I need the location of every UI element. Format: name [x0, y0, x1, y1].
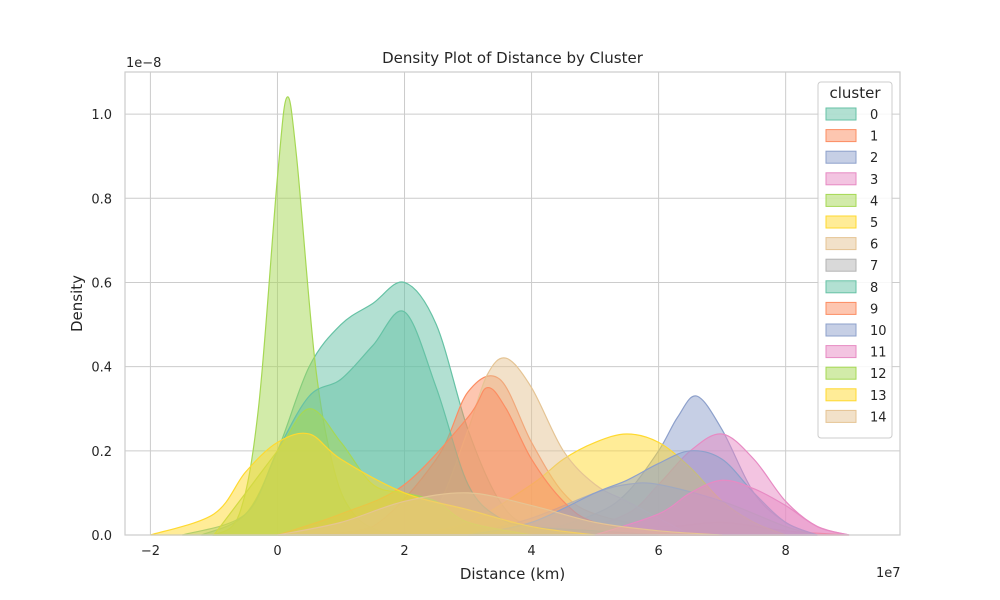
legend-item-cluster-7: 7: [825, 258, 878, 274]
legend-swatch: [825, 107, 857, 121]
legend-item-cluster-0: 0: [825, 107, 878, 123]
y-offset-label: 1e−8: [126, 56, 161, 71]
legend-label: 9: [870, 302, 878, 317]
legend-swatch: [825, 129, 857, 143]
y-tick-label: 0.8: [91, 192, 112, 207]
legend-title: cluster: [829, 84, 881, 102]
x-tick-label: 2: [400, 544, 408, 559]
x-tick-label: 8: [782, 544, 790, 559]
legend-item-cluster-2: 2: [825, 150, 878, 166]
density-series: [150, 96, 850, 536]
legend-swatch: [825, 215, 857, 229]
legend-swatch: [825, 388, 857, 402]
legend-item-cluster-10: 10: [825, 323, 887, 339]
x-tick-labels: −2 0 2 4 6 8: [141, 544, 790, 559]
legend-item-cluster-11: 11: [825, 345, 887, 361]
legend-swatch: [825, 323, 857, 337]
y-tick-label: 0.6: [91, 276, 112, 291]
y-tick-label: 0.4: [91, 361, 112, 376]
legend-label: 5: [870, 216, 878, 231]
legend-item-cluster-1: 1: [825, 129, 878, 145]
legend-label: 7: [870, 259, 878, 274]
legend-label: 12: [870, 367, 887, 382]
x-offset-label: 1e7: [876, 566, 901, 581]
y-tick-label: 0.2: [91, 445, 112, 460]
legend-label: 2: [870, 151, 878, 166]
legend-label: 1: [870, 130, 878, 145]
density-area-cluster-14: [277, 492, 723, 536]
legend-label: 6: [870, 238, 878, 253]
legend-item-cluster-6: 6: [825, 237, 878, 253]
legend-label: 11: [870, 346, 887, 361]
legend-item-cluster-8: 8: [825, 280, 878, 296]
y-tick-label: 1.0: [91, 108, 112, 123]
legend-swatch: [825, 345, 857, 359]
legend-item-cluster-3: 3: [825, 172, 878, 188]
x-tick-label: 0: [273, 544, 281, 559]
legend-label: 13: [870, 389, 887, 404]
legend-label: 10: [870, 324, 887, 339]
legend-item-cluster-14: 14: [825, 409, 887, 425]
density-area-cluster-11: [594, 479, 850, 536]
legend-item-cluster-9: 9: [825, 301, 878, 317]
legend-swatch: [825, 237, 857, 251]
legend-item-cluster-13: 13: [825, 388, 887, 404]
legend-swatch: [825, 409, 857, 423]
legend-swatch: [825, 172, 857, 186]
legend-item-cluster-4: 4: [825, 193, 878, 209]
legend-item-cluster-12: 12: [825, 366, 887, 382]
chart-title: Density Plot of Distance by Cluster: [382, 49, 644, 67]
x-tick-label: 4: [527, 544, 535, 559]
legend-label: 0: [870, 108, 878, 123]
legend-swatch: [825, 301, 857, 315]
x-tick-label: −2: [141, 544, 160, 559]
y-tick-label: 0.0: [91, 529, 112, 544]
legend-swatch: [825, 193, 857, 207]
legend-label: 8: [870, 281, 878, 296]
y-axis-label: Density: [68, 275, 86, 332]
legend-label: 4: [870, 194, 878, 209]
legend-item-cluster-5: 5: [825, 215, 878, 231]
x-axis-label: Distance (km): [460, 565, 565, 583]
legend-swatch: [825, 366, 857, 380]
legend-swatch: [825, 280, 857, 294]
plot-frame: [124, 71, 901, 536]
legend-swatch: [825, 258, 857, 272]
legend-swatch: [825, 150, 857, 164]
y-tick-labels: 0.0 0.2 0.4 0.6 0.8 1.0: [91, 108, 112, 544]
legend-label: 3: [870, 173, 878, 188]
x-tick-label: 6: [654, 544, 662, 559]
legend-label: 14: [870, 410, 887, 425]
